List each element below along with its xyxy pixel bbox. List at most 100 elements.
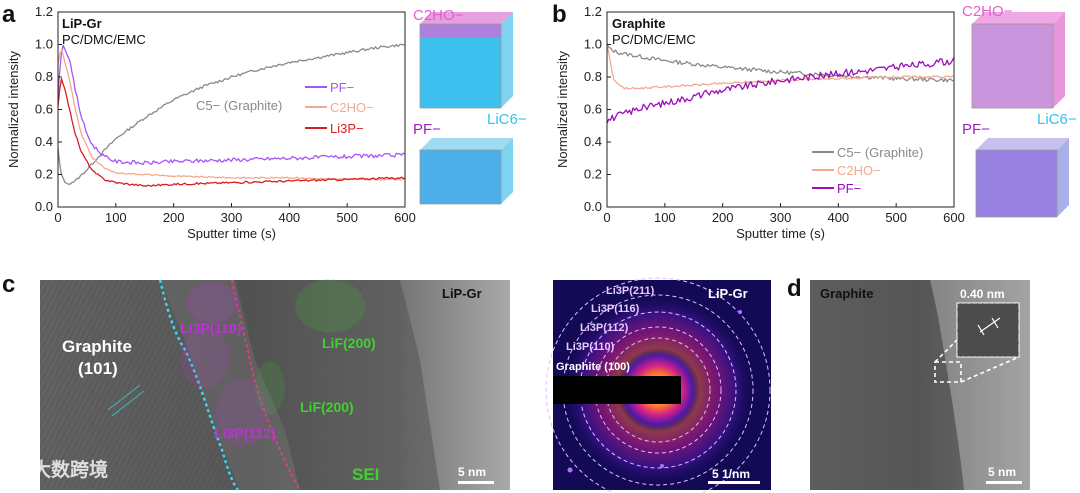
- x-tick-label-b: 400: [827, 210, 849, 225]
- panel-letter-b: b: [552, 1, 567, 28]
- series-a-3: [58, 77, 405, 187]
- x-tick-label-b: 500: [885, 210, 907, 225]
- x-tick-label-b: 200: [712, 210, 734, 225]
- y-tick-label-b: 0.2: [584, 167, 602, 182]
- y-tick-label-b: 0.6: [584, 102, 602, 117]
- hrtem-d-sample: Graphite: [820, 286, 873, 301]
- hrtem-d: [810, 280, 1030, 490]
- hrtem-d-scale-bar: [986, 481, 1022, 484]
- legend-a-c2ho: C2HO−: [330, 100, 374, 115]
- circle-li3p-110b: [179, 326, 231, 390]
- hrtem-sei-label: SEI: [352, 465, 379, 484]
- circle-li3p-110: [184, 280, 240, 326]
- saed-ring-4: Li3P(110): [566, 341, 615, 353]
- watermark: 大数跨境: [6, 458, 108, 481]
- chart-a: 0 100 200 300 400 500 600 0.0 0.2 0.4 0.6 0.8 1.0 1.2…: [6, 4, 416, 241]
- tof-label-pf-a: PF−: [413, 121, 441, 138]
- y-tick-label-a: 0.6: [35, 102, 53, 117]
- x-tick-label-a: 300: [221, 210, 243, 225]
- hrtem-graphite-plane: (101): [78, 359, 118, 378]
- y-tick-label-a: 1.0: [35, 37, 53, 52]
- saed-ring-3: Li3P(112): [580, 322, 629, 334]
- hrtem-lif-top: LiF(200): [322, 335, 376, 351]
- saed-ring-5: Graphite (100): [556, 361, 630, 373]
- circle-li3p-112: [214, 376, 270, 448]
- y-tick-label-b: 1.2: [584, 4, 602, 19]
- saed-scale-label: 5 1/nm: [712, 467, 750, 481]
- y-tick-label-a: 1.2: [35, 4, 53, 19]
- chart-a-graphite-annotation: C5− (Graphite): [196, 98, 282, 113]
- tof-label-lic6-b: LiC6−: [1037, 111, 1077, 128]
- hrtem-li3p-112: Li3P(112): [214, 425, 275, 441]
- y-tick-label-b: 1.0: [584, 37, 602, 52]
- saed-c: [545, 277, 771, 493]
- chart-b-legend: C5− (Graphite) C2HO− PF−: [812, 145, 923, 196]
- hrtem-scale-label: 5 nm: [458, 465, 486, 479]
- saed-scale-bar: [708, 481, 760, 484]
- x-tick-label-a: 100: [105, 210, 127, 225]
- tof-label-pf-b: PF−: [962, 121, 990, 138]
- y-tick-label-a: 0.2: [35, 167, 53, 182]
- x-tick-label-a: 400: [278, 210, 300, 225]
- chart-a-electrolyte: PC/DMC/EMC: [62, 32, 146, 47]
- panel-letter-a: a: [2, 1, 16, 28]
- x-tick-label-a: 500: [336, 210, 358, 225]
- interface-line-cyan: [158, 279, 239, 491]
- x-tick-label-a: 600: [394, 210, 416, 225]
- watermark-text: 大数跨境: [32, 458, 108, 481]
- legend-a-li3p: Li3P−: [330, 121, 364, 136]
- tof-label-c2ho-b: C2HO−: [962, 3, 1013, 20]
- x-tick-label-b: 0: [603, 210, 610, 225]
- chart-a-legend: PF− C2HO− Li3P−: [305, 80, 374, 136]
- legend-b-pf: PF−: [837, 181, 861, 196]
- saed-sample: LiP-Gr: [708, 286, 748, 301]
- tof-label-lic6-a: LiC6−: [487, 111, 527, 128]
- y-tick-label-a: 0.0: [35, 199, 53, 214]
- panel-letter-c: c: [2, 271, 15, 298]
- chart-b-sample: Graphite: [612, 16, 665, 31]
- y-tick-label-a: 0.8: [35, 69, 53, 84]
- tof-cube-b-bottom: [975, 138, 1069, 218]
- y-tick-label-b: 0.8: [584, 69, 602, 84]
- y-tick-label-b: 0.4: [584, 134, 602, 149]
- circle-lif-mid: [254, 360, 286, 416]
- legend-b-graphite: C5− (Graphite): [837, 145, 923, 160]
- hrtem-c: [40, 278, 510, 491]
- circle-lif-top: [294, 278, 366, 334]
- chart-a-sample: LiP-Gr: [62, 16, 102, 31]
- saed-ring-1: Li3P(211): [606, 285, 655, 297]
- x-tick-label-b: 100: [654, 210, 676, 225]
- x-tick-label-b: 600: [943, 210, 965, 225]
- hrtem-scale-bar: [458, 481, 494, 484]
- hrtem-sample: LiP-Gr: [442, 286, 482, 301]
- saed-ring-2: Li3P(116): [591, 303, 640, 315]
- series-b-2: [607, 57, 954, 124]
- legend-a-pf: PF−: [330, 80, 354, 95]
- x-tick-label-a: 0: [54, 210, 61, 225]
- series-a-1: [58, 44, 405, 166]
- x-tick-label-a: 200: [163, 210, 185, 225]
- tof-cube-b-top: [971, 12, 1065, 109]
- y-tick-label-b: 0.0: [584, 199, 602, 214]
- tof-cube-a-bottom: [419, 138, 513, 205]
- x-tick-label-b: 300: [770, 210, 792, 225]
- hrtem-d-spacing: 0.40 nm: [960, 287, 1005, 301]
- chart-b: 0 100 200 300 400 500 600 0.0 0.2 0.4 0.6 0.8 1.0 1.2…: [555, 4, 965, 241]
- x-axis-label-a: Sputter time (s): [187, 226, 276, 241]
- chart-b-electrolyte: PC/DMC/EMC: [612, 32, 696, 47]
- hrtem-li3p-110: Li3P(110): [180, 320, 241, 336]
- legend-b-c2ho: C2HO−: [837, 163, 881, 178]
- hrtem-graphite-label: Graphite: [62, 337, 132, 356]
- series-b-0: [607, 43, 954, 83]
- y-axis-label-b: Normalized intensity: [555, 50, 570, 168]
- y-tick-label-a: 0.4: [35, 134, 53, 149]
- panel-letter-d: d: [787, 275, 802, 302]
- hrtem-d-scale-label: 5 nm: [988, 465, 1016, 479]
- hrtem-lif-mid: LiF(200): [300, 399, 354, 415]
- interface-line-red: [231, 279, 301, 491]
- x-axis-label-b: Sputter time (s): [736, 226, 825, 241]
- tof-label-c2ho-a: C2HO−: [413, 7, 464, 24]
- tof-cube-a-top: [419, 12, 513, 109]
- series-a-0: [58, 43, 405, 185]
